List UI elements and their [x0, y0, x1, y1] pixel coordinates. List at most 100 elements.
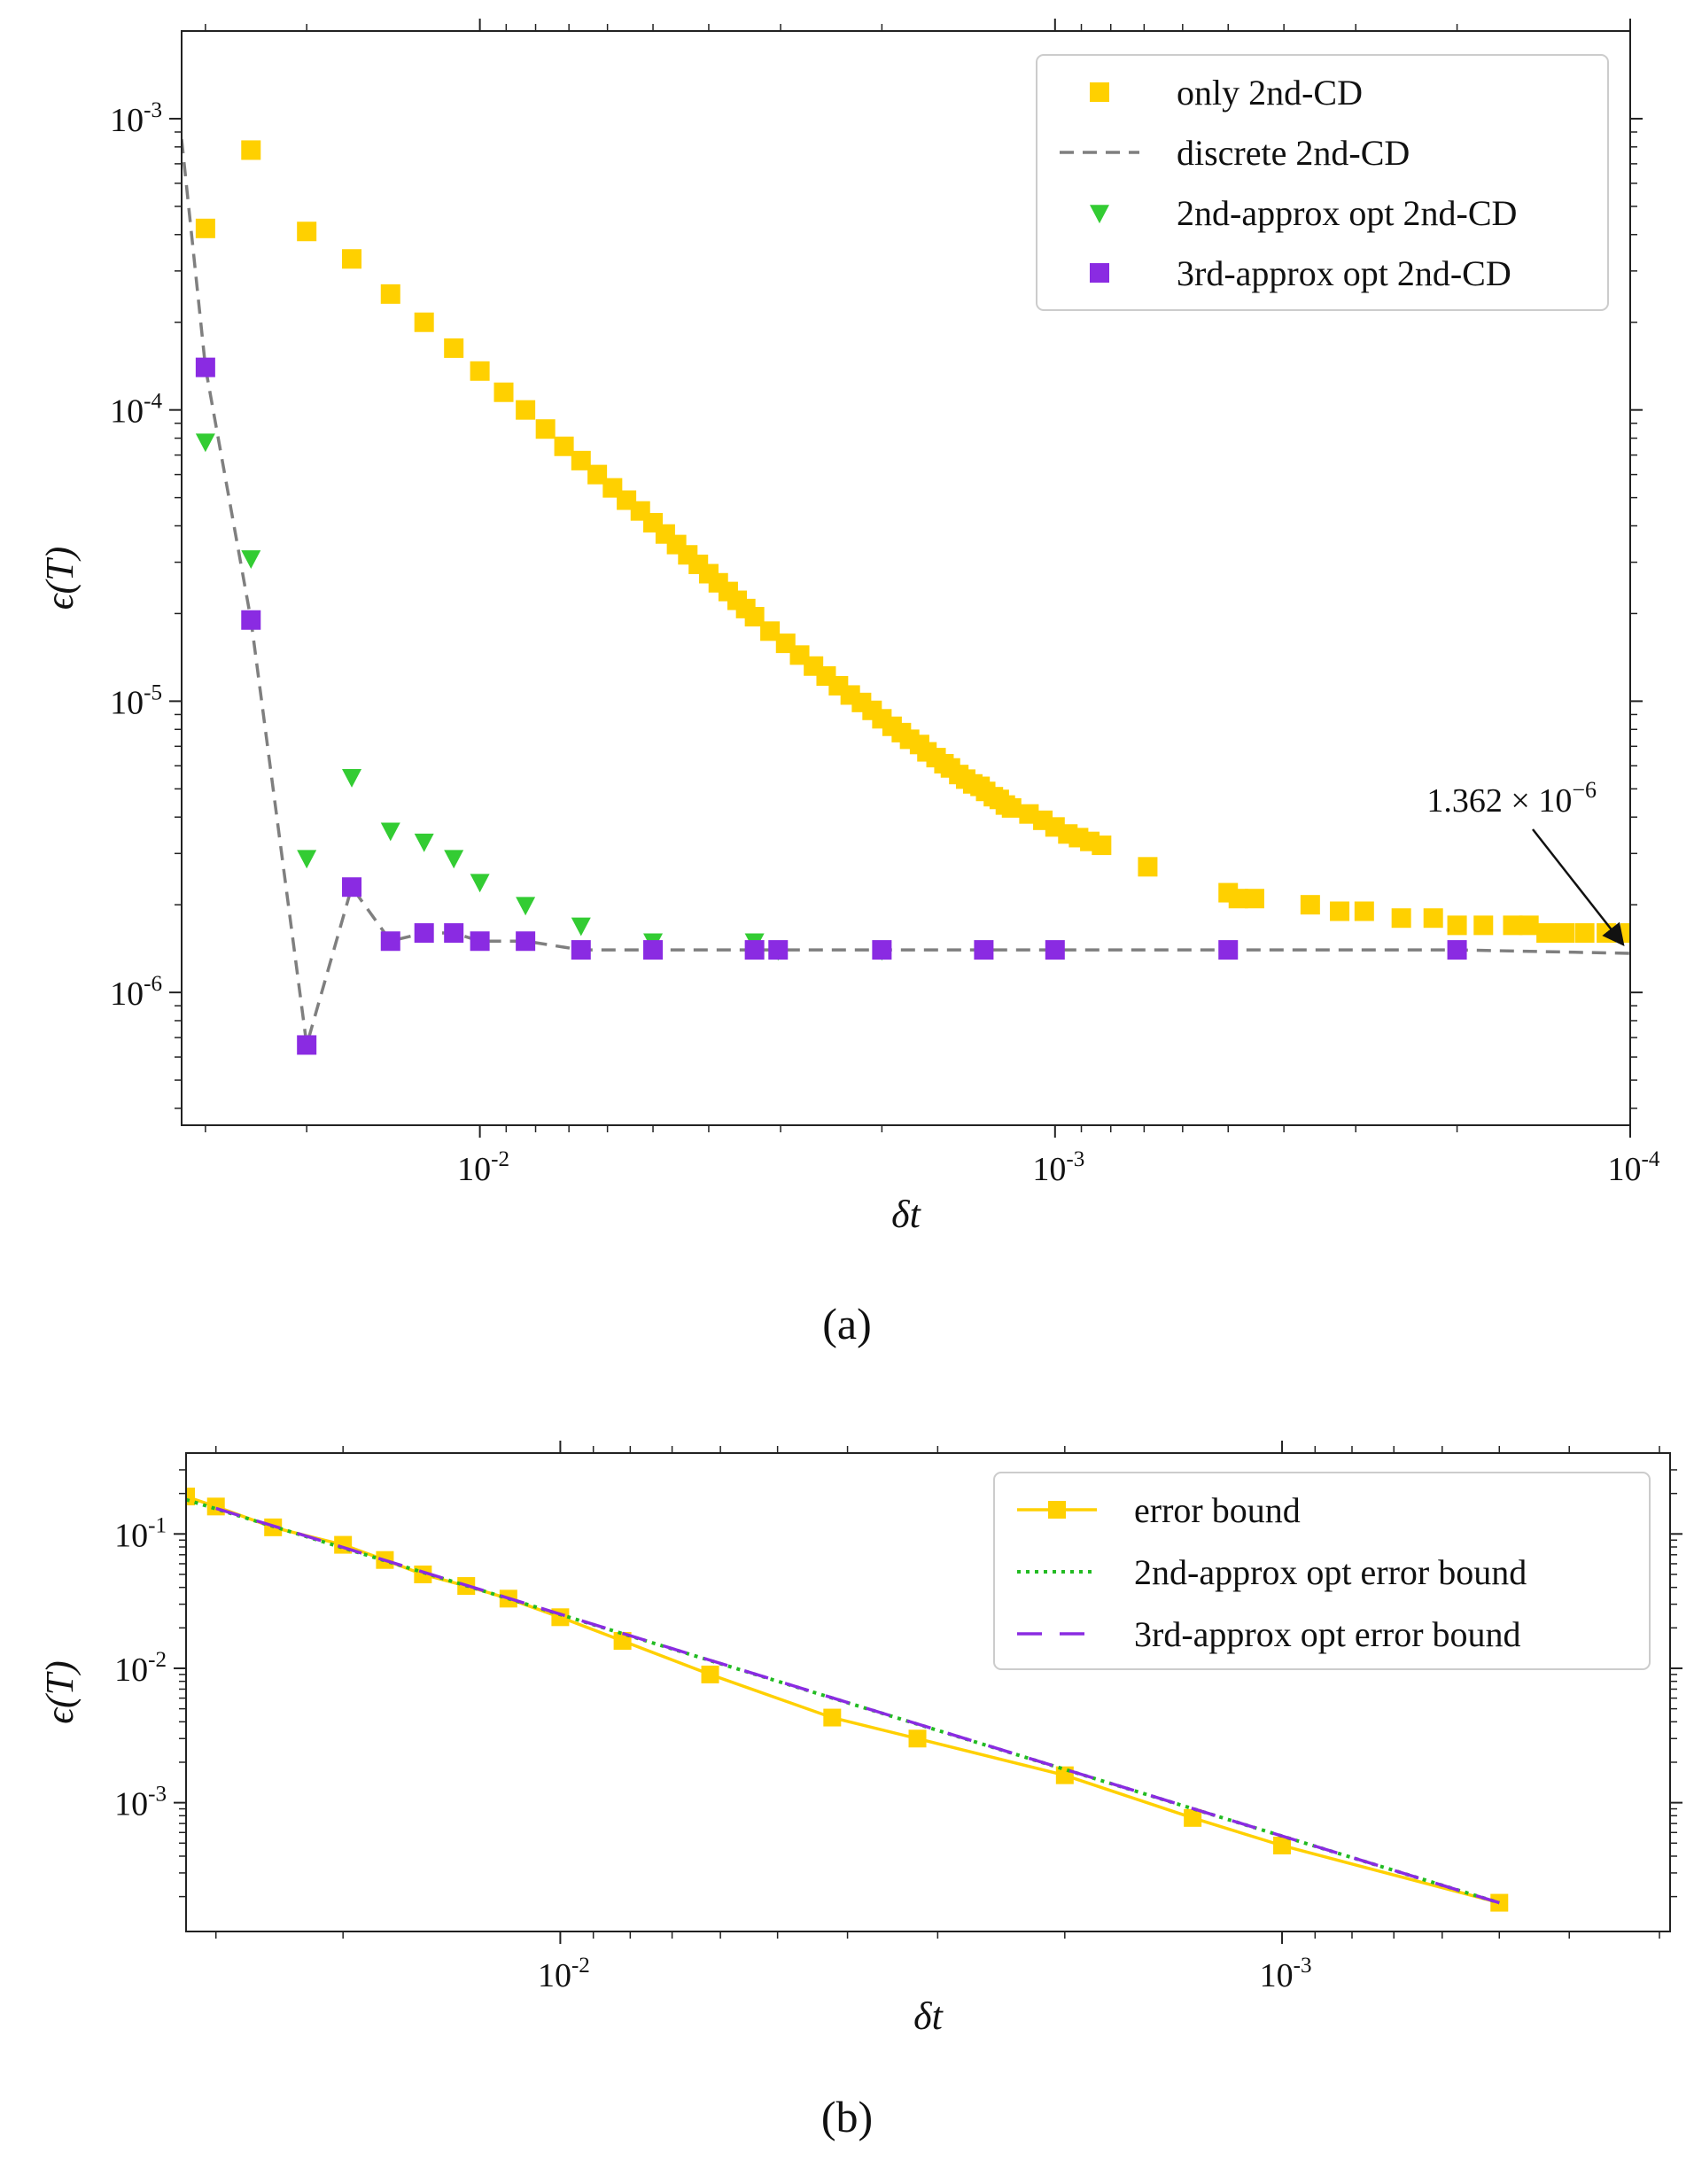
series-a-0 — [195, 140, 1630, 944]
series-a-1 — [182, 139, 1630, 1045]
data-point — [297, 850, 317, 869]
data-point — [1473, 915, 1494, 936]
data-point — [701, 1665, 719, 1683]
legend-label: 3rd-approx opt error bound — [1134, 1614, 1521, 1654]
legend-item: discrete 2nd-CD — [1060, 133, 1410, 173]
chart-b: 10-2 10-3 10-3 10-2 10-1 δt ϵ(T) error bound 2nd… — [38, 1441, 1682, 2038]
legend-box — [1036, 54, 1609, 311]
y-tick-label: 10-2 — [114, 1648, 167, 1689]
y-axis-label: ϵ(T) — [38, 1660, 82, 1724]
data-point — [1138, 857, 1158, 877]
data-point — [297, 222, 317, 242]
data-point — [1503, 915, 1523, 936]
data-point — [380, 931, 400, 952]
annotation-arrow — [1532, 828, 1625, 946]
legend-label: error bound — [1134, 1490, 1301, 1530]
minor-ticks-b — [179, 1446, 1677, 1939]
data-point — [414, 312, 434, 332]
data-point — [1300, 895, 1320, 915]
caption-b: (b) — [820, 2092, 874, 2141]
minor-ticks-a — [175, 24, 1637, 1132]
legend-item: only 2nd-CD — [1090, 73, 1363, 113]
data-point — [444, 338, 464, 358]
y-tick-label: 10-1 — [114, 1513, 167, 1554]
data-point — [1092, 836, 1112, 856]
data-point — [1519, 915, 1539, 936]
data-point — [908, 1729, 927, 1748]
x-tick-label: 10-3 — [1260, 1954, 1312, 1994]
data-point — [297, 1035, 317, 1055]
legend-item: 2nd-approx opt error bound — [1017, 1552, 1527, 1592]
data-point — [1330, 901, 1350, 921]
data-point — [643, 940, 664, 960]
data-point — [342, 877, 362, 898]
data-point — [206, 1497, 225, 1516]
data-point — [1090, 205, 1109, 224]
series-line — [215, 1506, 1500, 1905]
data-point — [1184, 1808, 1202, 1827]
data-point — [744, 940, 765, 960]
y-tick-label: 10-3 — [114, 1783, 167, 1823]
data-point — [195, 357, 215, 377]
legend-a: only 2nd-CD discrete 2nd-CD 2nd-approx opt… — [1036, 54, 1609, 311]
data-point — [1447, 940, 1467, 960]
data-point — [493, 382, 514, 402]
series-a-3 — [195, 357, 1467, 1055]
data-point — [1574, 923, 1595, 944]
legend-label: 2nd-approx opt 2nd-CD — [1177, 193, 1517, 233]
data-point — [1273, 1836, 1292, 1854]
data-point — [414, 833, 434, 852]
data-point — [872, 940, 892, 960]
data-point — [241, 550, 261, 569]
data-point — [1555, 923, 1575, 944]
y-tick-label: 10-6 — [110, 972, 162, 1013]
data-point — [571, 450, 591, 470]
legend-box — [993, 1472, 1651, 1670]
data-point — [241, 140, 261, 160]
data-point — [1090, 263, 1109, 283]
x-axis-label: δt — [891, 1193, 921, 1236]
data-point — [554, 436, 574, 456]
plot-frame-a — [181, 30, 1631, 1126]
data-point — [1391, 908, 1411, 929]
data-point — [516, 400, 536, 420]
series-b-2 — [215, 1506, 1500, 1905]
data-point — [516, 897, 536, 916]
y-axis-label: ϵ(T) — [38, 547, 82, 610]
x-tick-label: 10-2 — [538, 1954, 590, 1994]
data-point — [1090, 82, 1109, 102]
data-point — [1048, 1501, 1066, 1519]
data-point — [470, 874, 490, 893]
x-tick-label: 10-2 — [457, 1147, 509, 1188]
data-point — [744, 607, 765, 627]
data-point — [974, 940, 994, 960]
legend-label: only 2nd-CD — [1177, 73, 1363, 113]
legend-item: 3rd-approx opt 2nd-CD — [1090, 253, 1511, 293]
data-point — [444, 850, 464, 869]
data-point — [195, 218, 215, 238]
plot-frame-b — [185, 1452, 1671, 1932]
data-point — [1228, 889, 1248, 909]
y-tick-label: 10-5 — [110, 680, 162, 721]
data-point — [470, 931, 490, 952]
data-point — [342, 249, 362, 269]
data-point — [414, 923, 434, 944]
plot-area-a — [182, 139, 1630, 1055]
x-axis-label: δt — [913, 1994, 944, 2038]
legend-label: discrete 2nd-CD — [1177, 133, 1410, 173]
data-point — [1536, 923, 1557, 944]
data-point — [1620, 923, 1630, 944]
data-point — [241, 610, 261, 630]
data-point — [1423, 908, 1443, 929]
data-point — [470, 361, 490, 381]
legend-label: 2nd-approx opt error bound — [1134, 1552, 1527, 1592]
data-point — [1218, 940, 1239, 960]
data-point — [1447, 915, 1467, 936]
data-point — [380, 822, 400, 842]
plot-area-b — [186, 1488, 1509, 1912]
legend-b: error bound 2nd-approx opt error bound 3rd… — [993, 1472, 1651, 1670]
data-point — [1045, 940, 1065, 960]
data-point — [571, 917, 591, 937]
caption-a: (a) — [822, 1299, 872, 1348]
y-tick-label: 10-3 — [110, 98, 162, 139]
